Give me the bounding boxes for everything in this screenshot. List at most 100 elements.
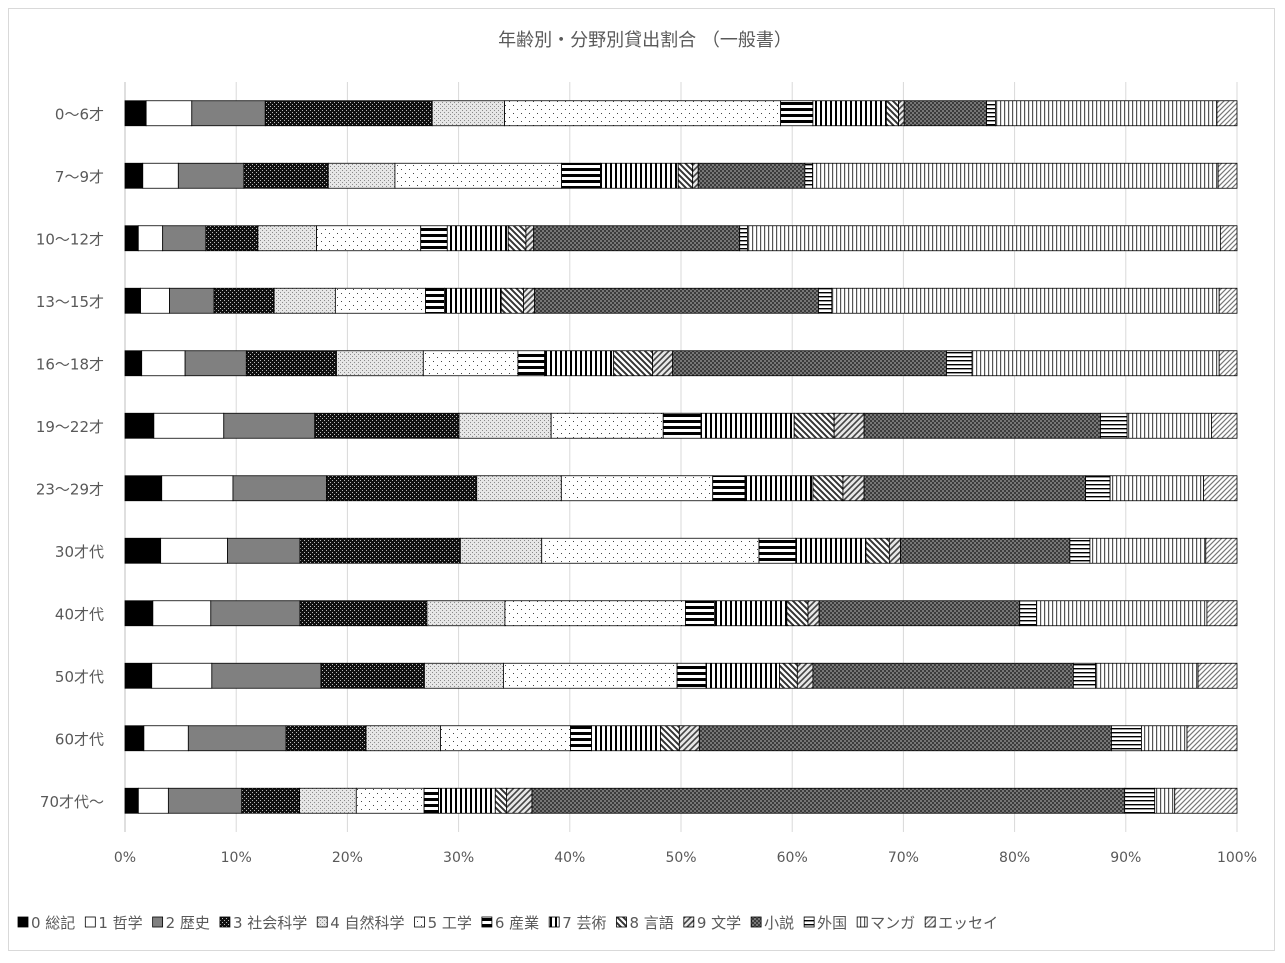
bar-segment xyxy=(786,600,809,627)
bar-segment xyxy=(124,725,145,752)
bar-segment xyxy=(124,287,141,314)
bar-segment xyxy=(570,725,592,752)
bar-segment xyxy=(812,662,1074,689)
bar-segment xyxy=(898,100,905,127)
bar-segment xyxy=(137,787,169,814)
legend-item: 2 歴史 xyxy=(152,914,210,932)
bar-segment xyxy=(903,100,987,127)
bar-segment xyxy=(804,162,814,189)
legend-label: 外国 xyxy=(817,914,847,932)
bar-segment xyxy=(145,100,193,127)
bar-segment xyxy=(273,287,336,314)
bar-segment xyxy=(426,600,506,627)
legend-swatch xyxy=(152,916,164,928)
bar-segment xyxy=(124,100,147,127)
x-tick-label: 90% xyxy=(1110,850,1141,866)
category-labels: 0〜6才 7〜9才 10〜12才 13〜15才 16〜18才 19〜22才 23〜29才 30… xyxy=(36,105,104,811)
bar-segment xyxy=(422,350,519,377)
bar-segment xyxy=(613,350,654,377)
bar-segment xyxy=(533,225,741,252)
legend: 0 総記 1 哲学 2 歴史 3 社会科学 4 自然科学 5 工学 6 産業 7 芸術 8 言語… xyxy=(17,914,998,932)
bar-segment xyxy=(534,287,819,314)
category-label: 0〜6才 xyxy=(55,105,104,123)
bar-segment xyxy=(863,412,1101,439)
legend-label: 4 自然科学 xyxy=(330,914,404,932)
legend-label: 9 文学 xyxy=(697,914,741,932)
bar-segment xyxy=(243,162,329,189)
category-label: 50才代 xyxy=(55,668,104,686)
bar-segment xyxy=(842,475,865,502)
bar-segment xyxy=(863,475,1087,502)
bar-segment xyxy=(327,162,396,189)
bar-segment xyxy=(747,225,1221,252)
x-tick-label: 0% xyxy=(114,850,136,866)
bar-segment xyxy=(161,475,234,502)
x-tick-labels: 0% 10% 20% 30% 40% 50% 60% 70% 80% 90% 100% xyxy=(114,850,1257,866)
legend-swatch xyxy=(414,916,425,928)
bar-segment xyxy=(124,350,143,377)
bar-segment xyxy=(531,787,1126,814)
bar-segment xyxy=(1197,662,1238,689)
bar-segment xyxy=(124,537,162,564)
x-tick-label: 30% xyxy=(443,850,474,866)
bar-segment xyxy=(812,162,1219,189)
bar-segment xyxy=(504,600,686,627)
bar-segment xyxy=(223,412,316,439)
category-label: 7〜9才 xyxy=(55,168,104,186)
legend-item: 外国 xyxy=(803,914,847,932)
x-tick-label: 50% xyxy=(665,850,696,866)
legend-label: エッセイ xyxy=(938,914,998,932)
bar-segment xyxy=(355,787,425,814)
bar-segment xyxy=(1111,725,1142,752)
bar-segment xyxy=(1036,600,1208,627)
legend-label: 1 哲学 xyxy=(98,914,142,932)
bar-segment xyxy=(780,100,814,127)
legend-swatch xyxy=(803,916,815,928)
legend-label: マンガ xyxy=(870,914,915,932)
bar-segment xyxy=(971,350,1220,377)
legend-item: 6 産業 xyxy=(481,914,539,932)
bar-segment xyxy=(692,162,699,189)
bar-segment xyxy=(662,412,702,439)
legend-label: 3 社会科学 xyxy=(233,914,307,932)
category-label: 23〜29才 xyxy=(36,480,104,498)
bars xyxy=(124,100,1238,814)
legend-item: 小説 xyxy=(750,914,794,932)
legend-label: 6 産業 xyxy=(495,914,539,932)
bar-segment xyxy=(1069,537,1091,564)
bar-segment xyxy=(758,537,797,564)
bar-segment xyxy=(124,662,153,689)
bar-segment xyxy=(1218,350,1238,377)
bar-segment xyxy=(440,725,571,752)
category-label: 19〜22才 xyxy=(36,418,104,436)
bar-segment xyxy=(946,350,973,377)
bar-segment xyxy=(160,537,228,564)
legend-item: 7 芸術 xyxy=(548,914,607,932)
bar-segment xyxy=(336,350,424,377)
bar-segment xyxy=(299,600,428,627)
bar-segment xyxy=(705,662,780,689)
bar-segment xyxy=(888,537,901,564)
legend-item: 5 工学 xyxy=(414,914,472,932)
bar-segment xyxy=(177,162,245,189)
bar-segment xyxy=(245,350,337,377)
bar-row xyxy=(124,225,1238,252)
category-label: 13〜15才 xyxy=(36,293,104,311)
bar-segment xyxy=(326,475,478,502)
category-label: 10〜12才 xyxy=(36,230,104,248)
bar-segment xyxy=(1206,600,1238,627)
chart-title: 年齢別・分野別貸出割合 （一般書） xyxy=(498,30,792,51)
bar-segment xyxy=(507,225,527,252)
bar-segment xyxy=(1174,787,1238,814)
bar-segment xyxy=(153,412,225,439)
bar-segment xyxy=(697,162,806,189)
legend-label: 8 言語 xyxy=(630,914,674,932)
bar-segment xyxy=(900,537,1071,564)
bar-segment xyxy=(1126,412,1212,439)
x-tick-label: 10% xyxy=(221,850,252,866)
bar-segment xyxy=(700,412,795,439)
bar-segment xyxy=(1218,287,1238,314)
bar-segment xyxy=(444,287,502,314)
bar-segment xyxy=(494,787,507,814)
